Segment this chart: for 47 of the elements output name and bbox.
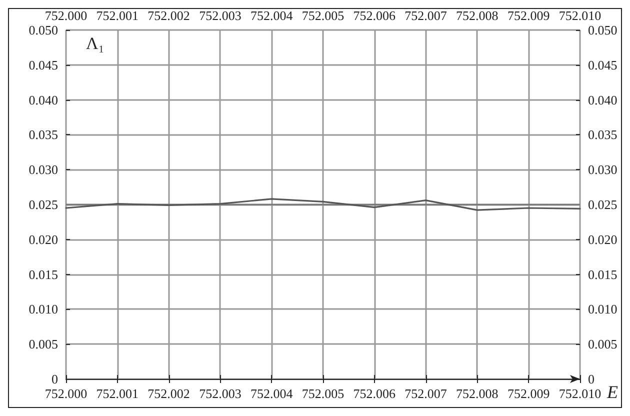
x-tick-label: 752.006: [353, 386, 396, 401]
x-tick-label: 752.003: [199, 386, 242, 401]
x2-tick-label: 752.001: [96, 8, 139, 23]
y-axis-title: Λ₁: [86, 34, 104, 53]
x-tick-label: 752.002: [148, 386, 190, 401]
x2-tick-label: 752.000: [44, 8, 88, 23]
y-tick-label: 0.040: [28, 92, 58, 108]
x2-tick-label: 752.004: [250, 8, 294, 23]
y2-tick-label: 0.030: [588, 162, 618, 178]
x2-tick-label: 752.002: [148, 8, 190, 23]
y-tick-label: 0.020: [28, 232, 58, 247]
x2-tick-label: 752.009: [507, 8, 550, 23]
x-tick-label: 752.010: [558, 386, 602, 401]
y-tick-label: 0.030: [28, 162, 58, 178]
x-tick-label: 752.000: [44, 386, 88, 401]
x-tick-label: 752.001: [96, 386, 139, 401]
x2-tick-label: 752.006: [353, 8, 396, 23]
x-tick-label: 752.009: [507, 386, 550, 401]
y-tick-label: 0.015: [28, 266, 58, 282]
y-tick-label: 0.025: [28, 197, 58, 212]
x2-tick-label: 752.010: [558, 8, 602, 23]
y-tick-label: 0.045: [28, 57, 58, 72]
y2-tick-label: 0.005: [588, 336, 618, 352]
line-series: [65, 198, 581, 211]
x-tick-label: 752.008: [456, 386, 498, 401]
y2-tick-label: 0.050: [588, 22, 618, 38]
y2-tick-label: 0.045: [588, 57, 618, 72]
x-axis-title: E: [606, 382, 618, 402]
y2-tick-label: 0.040: [588, 92, 618, 108]
y2-tick-label: 0.025: [588, 197, 618, 212]
y2-tick-label: 0.020: [588, 232, 618, 247]
y2-tick-label: 0: [588, 372, 594, 386]
x-tick-label: 752.005: [302, 386, 344, 401]
y2-tick-label: 0.010: [588, 302, 618, 317]
x2-tick-label: 752.003: [199, 8, 242, 23]
x2-tick-label: 752.005: [302, 8, 344, 23]
y-tick-label: 0.050: [28, 22, 58, 38]
x2-tick-label: 752.007: [404, 8, 448, 23]
y-tick-label: 0: [52, 372, 58, 386]
x-tick-label: 752.007: [404, 386, 448, 401]
y2-tick-label: 0.015: [588, 266, 618, 282]
y2-tick-label: 0.035: [588, 127, 618, 142]
y-tick-label: 0.035: [28, 127, 58, 142]
x2-tick-label: 752.008: [456, 8, 498, 23]
y-tick-label: 0.005: [28, 336, 58, 352]
x-tick-label: 752.004: [250, 386, 294, 401]
y-tick-label: 0.010: [28, 302, 58, 317]
